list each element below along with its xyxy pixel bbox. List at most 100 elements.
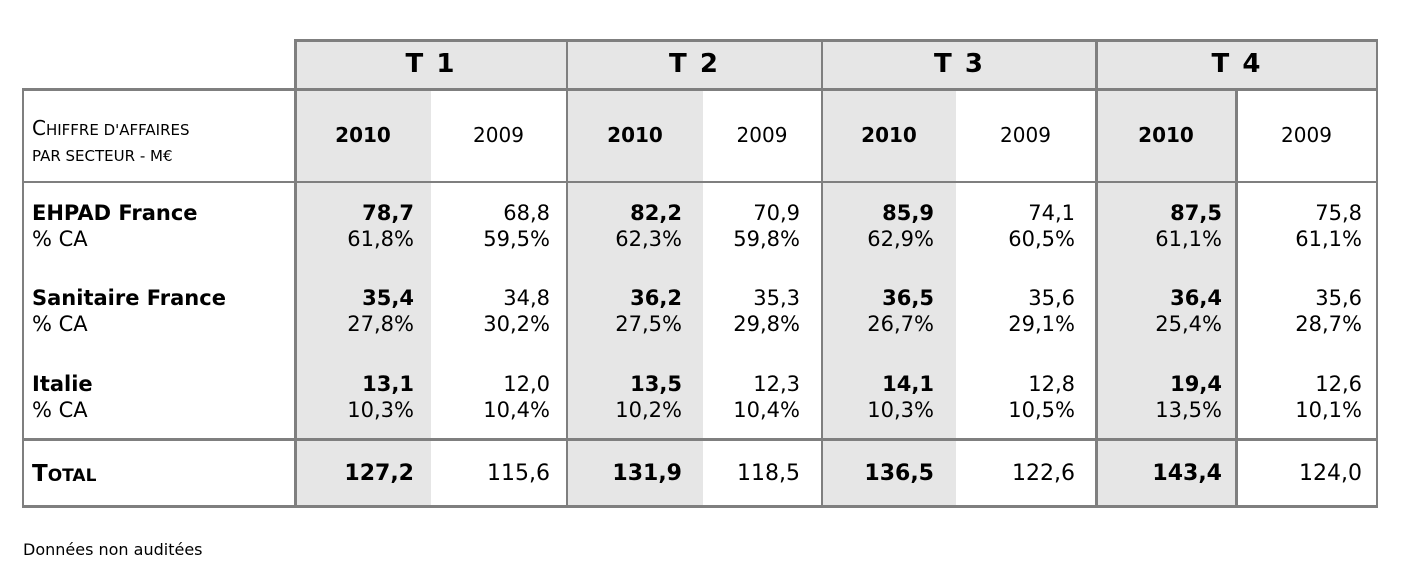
value-pct: 10,4% [733, 398, 800, 422]
value-current: 82,2 62,3% [562, 200, 682, 252]
value-pct: 61,1% [1295, 227, 1362, 251]
total-current: 136,5 [864, 461, 934, 486]
year-2009-t1: 2009 [473, 123, 524, 147]
value-pct: 29,8% [733, 312, 800, 336]
value-current: 87,5 61,1% [1102, 200, 1222, 252]
value-current: 35,4 27,8% [294, 285, 414, 337]
value-pct: 59,5% [483, 227, 550, 251]
value-pct: 13,5% [1155, 398, 1222, 422]
value-current: 36,5 26,7% [814, 285, 934, 337]
quarter-label: T 4 [1211, 49, 1263, 79]
quarter-label: T 1 [405, 49, 457, 79]
value-pct: 10,3% [347, 398, 414, 422]
total-current: 131,9 [612, 461, 682, 486]
grid-line [1095, 39, 1098, 508]
value-main: 35,4 [362, 286, 414, 310]
value-previous: 12,3 10,4% [680, 371, 800, 423]
value-main: 12,0 [503, 372, 550, 396]
total-label-cap: T [32, 461, 48, 487]
value-pct: 10,5% [1008, 398, 1075, 422]
value-pct: 10,3% [867, 398, 934, 422]
value-main: 75,8 [1315, 201, 1362, 225]
quarter-header-t1: T 1 [295, 39, 567, 89]
value-main: 70,9 [753, 201, 800, 225]
value-main: 35,6 [1315, 286, 1362, 310]
total-current: 127,2 [344, 461, 414, 486]
value-pct: 25,4% [1155, 312, 1222, 336]
quarter-header-t2: T 2 [567, 39, 822, 89]
value-main: 36,4 [1170, 286, 1222, 310]
grid-line [22, 505, 1378, 508]
value-previous: 12,8 10,5% [955, 371, 1075, 423]
value-main: 35,3 [753, 286, 800, 310]
quarter-label: T 2 [669, 49, 720, 79]
row-label-sanitaire: Sanitaire France% CA [32, 285, 226, 337]
value-pct: 10,1% [1295, 398, 1362, 422]
grid-line [294, 39, 297, 508]
grid-line [22, 438, 1378, 441]
value-pct: 27,5% [615, 312, 682, 336]
value-main: 19,4 [1170, 372, 1222, 396]
grid-line [1235, 88, 1238, 508]
year-2009-t2: 2009 [736, 123, 788, 147]
value-pct: 60,5% [1008, 227, 1075, 251]
value-main: 36,2 [630, 286, 682, 310]
grid-line [1376, 39, 1378, 508]
grid-line [566, 39, 568, 508]
year-2009-t3: 2009 [1000, 123, 1051, 147]
value-current: 78,7 61,8% [294, 200, 414, 252]
value-previous: 35,6 29,1% [955, 285, 1075, 337]
header-label-line1: HIFFRE D'AFFAIRES [45, 121, 190, 139]
row-label-ehpad: EHPAD France% CA [32, 200, 198, 252]
value-pct: 59,8% [733, 227, 800, 251]
row-sub: % CA [32, 227, 88, 251]
value-main: 74,1 [1028, 201, 1075, 225]
grid-line [22, 88, 24, 508]
value-current: 13,1 10,3% [294, 371, 414, 423]
value-current: 14,1 10,3% [814, 371, 934, 423]
shade-col-t1 [295, 89, 431, 507]
value-main: 85,9 [882, 201, 934, 225]
header-label: CHIFFRE D'AFFAIRES PAR SECTEUR - M€ [32, 115, 190, 169]
value-previous: 70,9 59,8% [680, 200, 800, 252]
value-current: 36,2 27,5% [562, 285, 682, 337]
quarter-header-t3: T 3 [822, 39, 1097, 89]
row-name: Italie [32, 372, 93, 396]
value-previous: 12,0 10,4% [430, 371, 550, 423]
grid-line [22, 181, 1378, 183]
value-previous: 34,8 30,2% [430, 285, 550, 337]
value-current: 36,4 25,4% [1102, 285, 1222, 337]
value-pct: 62,9% [867, 227, 934, 251]
quarter-label: T 3 [934, 49, 985, 79]
shade-col-t2 [567, 89, 703, 507]
year-2010-t3: 2010 [861, 123, 917, 147]
row-name: Sanitaire France [32, 286, 226, 310]
value-pct: 30,2% [483, 312, 550, 336]
value-pct: 28,7% [1295, 312, 1362, 336]
value-main: 13,1 [362, 372, 414, 396]
value-previous: 12,6 10,1% [1242, 371, 1362, 423]
shade-col-t4 [1097, 89, 1235, 507]
value-previous: 35,6 28,7% [1242, 285, 1362, 337]
value-main: 87,5 [1170, 201, 1222, 225]
row-name: EHPAD France [32, 201, 198, 225]
value-main: 12,3 [753, 372, 800, 396]
row-sub: % CA [32, 312, 88, 336]
value-previous: 74,1 60,5% [955, 200, 1075, 252]
value-previous: 68,8 59,5% [430, 200, 550, 252]
total-label: TOTAL [32, 461, 96, 487]
total-previous: 124,0 [1299, 461, 1362, 486]
year-2009-t4: 2009 [1281, 123, 1332, 147]
row-sub: % CA [32, 398, 88, 422]
row-label-italie: Italie% CA [32, 371, 93, 423]
year-2010-t2: 2010 [607, 123, 663, 147]
grid-line [821, 39, 823, 508]
value-pct: 62,3% [615, 227, 682, 251]
value-main: 12,8 [1028, 372, 1075, 396]
value-pct: 26,7% [867, 312, 934, 336]
value-pct: 10,2% [615, 398, 682, 422]
total-current: 143,4 [1152, 461, 1222, 486]
year-2010-t4: 2010 [1138, 123, 1194, 147]
value-main: 78,7 [362, 201, 414, 225]
value-previous: 75,8 61,1% [1242, 200, 1362, 252]
